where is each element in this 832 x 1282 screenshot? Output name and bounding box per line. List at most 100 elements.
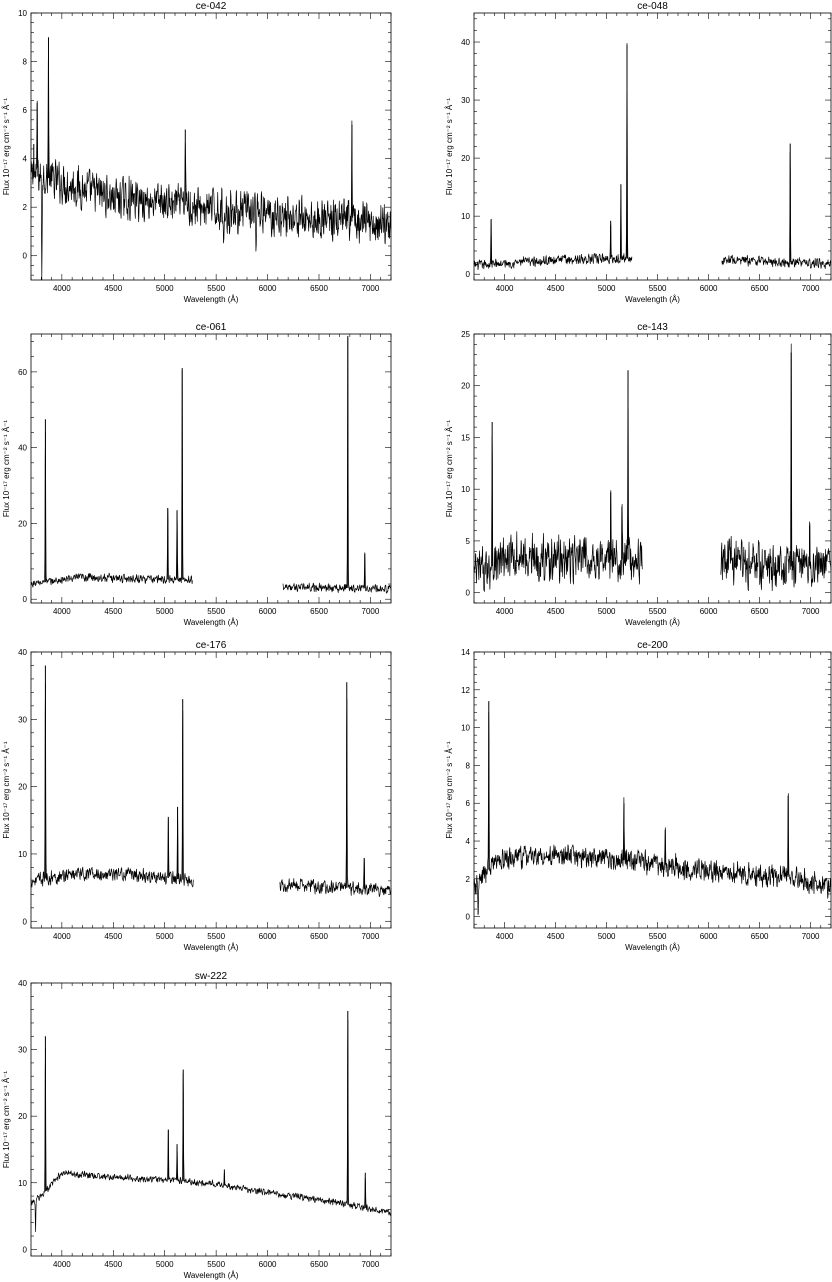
x-tick-label: 6500 — [751, 607, 769, 616]
panel-title: ce-200 — [637, 640, 668, 651]
y-tick-label: 6 — [466, 799, 471, 808]
x-tick-label: 4500 — [104, 1260, 122, 1269]
x-tick-label: 7000 — [362, 932, 380, 941]
panel-title: ce-143 — [637, 322, 668, 333]
x-tick-label: 6000 — [259, 284, 277, 293]
y-tick-label: 20 — [461, 382, 470, 391]
x-axis-label: Wavelength (Å) — [184, 618, 239, 627]
x-tick-label: 6500 — [751, 284, 769, 293]
panel-title: ce-042 — [196, 1, 227, 12]
y-tick-label: 0 — [466, 913, 471, 922]
y-tick-label: 0 — [23, 917, 28, 926]
x-tick-label: 7000 — [802, 607, 820, 616]
plot-frame — [30, 982, 392, 1257]
x-axis-label: Wavelength (Å) — [625, 618, 680, 627]
spectrum-panel-ce-042: 4000 4500 5000 5500 6000 6500 7000 0 2 4 6 8 10 ce-04… — [2, 1, 392, 304]
x-tick-label: 6500 — [310, 932, 328, 941]
y-axis-label: Flux 10⁻¹⁷ erg cm⁻² s⁻¹ Å⁻¹ — [445, 98, 454, 195]
x-tick-label: 4000 — [496, 607, 514, 616]
x-tick-label: 5500 — [207, 932, 225, 941]
x-tick-label: 6000 — [259, 607, 277, 616]
x-tick-label: 5500 — [649, 607, 667, 616]
x-tick-label: 6000 — [700, 932, 718, 941]
x-tick-label: 7000 — [362, 1260, 380, 1269]
y-axis-label: Flux 10⁻¹⁷ erg cm⁻² s⁻¹ Å⁻¹ — [2, 98, 11, 195]
y-tick-label: 40 — [18, 648, 27, 657]
x-tick-label: 5000 — [598, 932, 616, 941]
spectrum-line-ce-061-seg-1 — [30, 369, 193, 588]
y-tick-label: 2 — [466, 875, 471, 884]
plot-frame — [30, 333, 392, 604]
y-tick-label: 20 — [18, 783, 27, 792]
spectrum-line-sw-222-seg-1 — [30, 1019, 392, 1233]
x-tick-label: 4000 — [496, 284, 514, 293]
y-tick-label: 8 — [23, 58, 28, 67]
y-axis-label: Flux 10⁻¹⁷ erg cm⁻² s⁻¹ Å⁻¹ — [445, 420, 454, 517]
x-tick-label: 5000 — [156, 932, 174, 941]
y-tick-label: 40 — [18, 444, 27, 453]
x-tick-label: 5000 — [598, 607, 616, 616]
x-tick-label: 6500 — [310, 1260, 328, 1269]
x-tick-label: 5500 — [649, 932, 667, 941]
spectrum-panel-ce-048: 4000 4500 5000 5500 6000 6500 7000 0 10 20 30 40 ce-… — [445, 1, 832, 304]
x-tick-label: 4500 — [547, 932, 565, 941]
y-tick-label: 30 — [18, 715, 27, 724]
x-tick-label: 5500 — [207, 607, 225, 616]
y-tick-label: 6 — [23, 106, 28, 115]
spectrum-line-ce-200-seg-1 — [473, 712, 832, 916]
y-axis-label: Flux 10⁻¹⁷ erg cm⁻² s⁻¹ Å⁻¹ — [2, 1071, 11, 1168]
x-axis-label: Wavelength (Å) — [625, 943, 680, 952]
x-tick-label: 5000 — [156, 607, 174, 616]
spectrum-line-ce-176-seg-1 — [30, 682, 194, 888]
y-tick-label: 30 — [461, 96, 470, 105]
x-tick-label: 4000 — [53, 932, 71, 941]
x-tick-label: 6000 — [700, 284, 718, 293]
spectrum-panel-ce-176: 4000 4500 5000 5500 6000 6500 7000 0 10 20 30 40 ce-… — [2, 640, 392, 952]
y-tick-label: 0 — [466, 589, 471, 598]
spectrum-line-ce-048-seg-2 — [721, 151, 832, 269]
y-tick-label: 0 — [23, 1245, 28, 1254]
spectrum-panel-ce-200: 4000 4500 5000 5500 6000 6500 7000 0 2 4 6 8 10 12 14 c… — [445, 640, 832, 952]
y-tick-label: 20 — [461, 154, 470, 163]
y-axis-label: Flux 10⁻¹⁷ erg cm⁻² s⁻¹ Å⁻¹ — [2, 420, 11, 517]
y-axis-label: Flux 10⁻¹⁷ erg cm⁻² s⁻¹ Å⁻¹ — [445, 741, 454, 838]
spectrum-line-ce-061-seg-2 — [282, 337, 392, 594]
spectrum-line-ce-048-seg-1 — [473, 43, 633, 271]
x-tick-label: 5500 — [207, 1260, 225, 1269]
x-tick-label: 7000 — [362, 607, 380, 616]
y-tick-label: 10 — [461, 724, 470, 733]
y-tick-label: 4 — [23, 155, 28, 164]
x-tick-label: 6000 — [700, 607, 718, 616]
y-tick-label: 10 — [461, 212, 470, 221]
plot-frame — [30, 651, 392, 929]
x-tick-label: 6500 — [751, 932, 769, 941]
x-tick-label: 4000 — [53, 284, 71, 293]
x-tick-label: 4500 — [104, 284, 122, 293]
x-axis-label: Wavelength (Å) — [184, 295, 239, 304]
x-tick-label: 5000 — [156, 1260, 174, 1269]
x-tick-label: 5500 — [649, 284, 667, 293]
y-tick-label: 5 — [466, 537, 471, 546]
x-tick-label: 6000 — [259, 1260, 277, 1269]
x-tick-label: 6500 — [310, 284, 328, 293]
spectrum-line-ce-176-seg-2 — [279, 698, 392, 898]
x-tick-label: 7000 — [802, 284, 820, 293]
x-tick-label: 6000 — [259, 932, 277, 941]
plot-frame — [473, 12, 832, 281]
spectrum-line-ce-042-seg-1 — [30, 57, 392, 281]
x-tick-label: 5000 — [156, 284, 174, 293]
y-tick-label: 30 — [18, 1046, 27, 1055]
x-tick-label: 4000 — [53, 1260, 71, 1269]
y-tick-label: 0 — [23, 595, 28, 604]
y-tick-label: 20 — [18, 519, 27, 528]
spectrum-panel-ce-061: 4000 4500 5000 5500 6000 6500 7000 0 20 40 60 ce-06… — [2, 322, 392, 627]
x-tick-label: 4500 — [104, 932, 122, 941]
y-tick-label: 14 — [461, 648, 470, 657]
y-tick-label: 10 — [18, 9, 27, 18]
panel-title: ce-048 — [637, 1, 668, 12]
y-tick-label: 40 — [461, 38, 470, 47]
y-tick-label: 60 — [18, 368, 27, 377]
y-axis-label: Flux 10⁻¹⁷ erg cm⁻² s⁻¹ Å⁻¹ — [2, 741, 11, 838]
x-axis-label: Wavelength (Å) — [184, 943, 239, 952]
